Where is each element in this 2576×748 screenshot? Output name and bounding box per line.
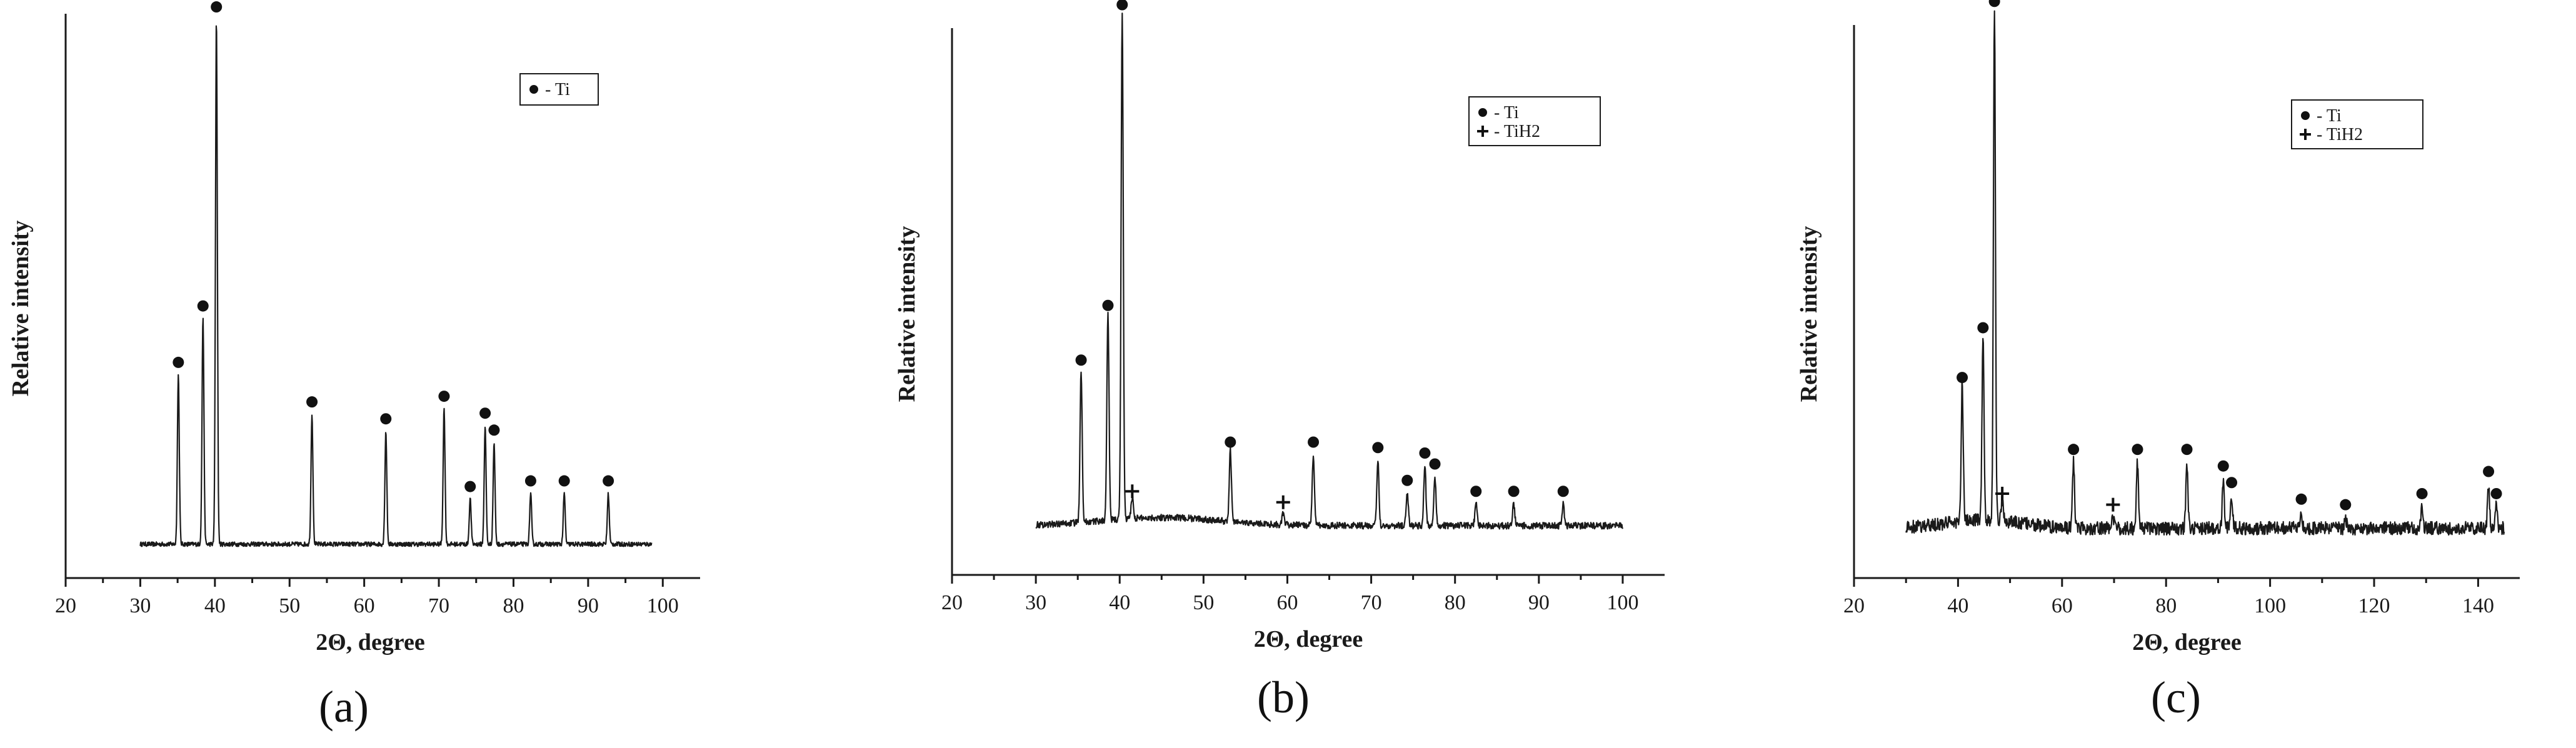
ti-peak-marker xyxy=(2416,487,2428,499)
x-tick-label: 70 xyxy=(428,594,449,617)
ti-peak-marker xyxy=(2217,460,2229,472)
ti-peak-marker xyxy=(2490,487,2502,499)
x-tick-label: 30 xyxy=(1025,591,1046,614)
y-axis-title: Relative intensity xyxy=(8,221,34,397)
x-tick-label: 30 xyxy=(129,594,151,617)
legend: - Ti xyxy=(519,73,599,106)
x-tick-label: 60 xyxy=(1276,591,1298,614)
chart-a-layer: 20 30 40 50 60 70 80 90 100 2Θ, degree Relative in… xyxy=(8,1,700,656)
ti-peak-marker xyxy=(1508,486,1520,497)
x-tick-label: 40 xyxy=(1947,594,1968,617)
panel-label-a: (a) xyxy=(319,682,369,732)
series-trace xyxy=(1035,12,1623,530)
legend-label: - Ti xyxy=(545,80,570,99)
legend-label: - TiH2 xyxy=(2317,125,2363,144)
x-tick-label: 100 xyxy=(647,594,679,617)
legend-ti-symbol xyxy=(2301,111,2310,120)
ti-peak-marker xyxy=(1470,486,1482,497)
series-trace xyxy=(1905,10,2505,536)
x-axis-title: 2Θ, degree xyxy=(2132,629,2241,656)
x-tick-label: 120 xyxy=(2358,594,2390,617)
x-axis-title: 2Θ, degree xyxy=(1254,626,1363,652)
ti-peak-marker xyxy=(306,396,318,408)
legend-box xyxy=(1468,96,1601,146)
ti-peak-marker xyxy=(1977,322,1989,334)
x-tick-label: 70 xyxy=(1361,591,1382,614)
x-tick-label: 20 xyxy=(941,591,963,614)
legend-ti-symbol xyxy=(529,85,538,94)
x-tick-label: 100 xyxy=(1606,591,1638,614)
ti-peak-marker xyxy=(558,475,570,487)
x-tick-label: 40 xyxy=(204,594,226,617)
series-trace xyxy=(139,25,653,547)
x-tick-label: 140 xyxy=(2462,594,2494,617)
ti-peak-marker xyxy=(173,356,184,368)
x-tick-label: 90 xyxy=(578,594,599,617)
x-tick-label: 80 xyxy=(2155,594,2177,617)
ti-peak-marker xyxy=(1102,299,1114,311)
ti-peak-marker xyxy=(479,407,491,419)
x-tick-label: 80 xyxy=(1445,591,1466,614)
ti-peak-marker xyxy=(1116,0,1128,11)
ti-peak-marker xyxy=(524,475,536,487)
ti-peak-marker xyxy=(197,300,209,312)
ti-peak-marker xyxy=(1988,0,2000,7)
ti-peak-marker xyxy=(2132,444,2143,456)
legend: - Ti- TiH2 xyxy=(2291,99,2423,149)
ti-peak-marker xyxy=(2483,466,2495,477)
ti-peak-marker xyxy=(1308,436,1320,448)
legend: - Ti- TiH2 xyxy=(1468,96,1601,146)
legend-label: - Ti xyxy=(1494,103,1519,122)
legend-label: - Ti xyxy=(2317,106,2342,126)
x-tick-label: 80 xyxy=(503,594,524,617)
ti-peak-marker xyxy=(2068,444,2080,456)
x-tick-label: 20 xyxy=(55,594,76,617)
ti-peak-marker xyxy=(1557,486,1569,497)
y-axis-title: Relative intensity xyxy=(1796,226,1822,402)
ti-peak-marker xyxy=(603,475,614,487)
chart-c-plot: 20 40 60 80 100 120 140 2Θ, degree Relative inte… xyxy=(1796,0,2520,656)
ti-peak-marker xyxy=(464,481,476,492)
x-tick-label: 50 xyxy=(1193,591,1214,614)
ti-peak-marker xyxy=(2340,499,2352,511)
x-tick-label: 100 xyxy=(2254,594,2286,617)
chart-c-layer: 20 40 60 80 100 120 140 2Θ, degree Relative inte… xyxy=(1796,0,2520,656)
ti-peak-marker xyxy=(1419,447,1431,459)
x-axis-title: 2Θ, degree xyxy=(316,629,424,656)
x-tick-label: 90 xyxy=(1528,591,1550,614)
ti-peak-marker xyxy=(438,391,450,402)
panel-label-b: (b) xyxy=(1257,672,1310,722)
ti-peak-marker xyxy=(1075,354,1087,366)
ti-peak-marker xyxy=(2181,444,2193,456)
y-axis-title: Relative intensity xyxy=(894,226,920,402)
chart-panel-c: 20 40 60 80 100 120 140 2Θ, degree Relative inte… xyxy=(1716,0,2576,748)
x-tick-label: 20 xyxy=(1843,594,1865,617)
x-tick-label: 60 xyxy=(2052,594,2073,617)
ti-peak-marker xyxy=(2226,477,2238,489)
chart-b-layer: 20 30 40 50 60 70 80 90 100 2Θ, degree Relative in… xyxy=(894,0,1665,652)
chart-panel-b: 20 30 40 50 60 70 80 90 100 2Θ, degree Relative in… xyxy=(858,0,1716,748)
chart-a-plot: 20 30 40 50 60 70 80 90 100 2Θ, degree Relative in… xyxy=(8,1,700,656)
legend-ti-symbol xyxy=(1478,108,1487,117)
legend-box xyxy=(2291,99,2423,149)
panel-label-c: (c) xyxy=(2151,672,2201,722)
x-tick-label: 60 xyxy=(354,594,375,617)
ti-peak-marker xyxy=(2295,493,2307,505)
ti-peak-marker xyxy=(488,424,500,436)
ti-peak-marker xyxy=(380,413,392,425)
x-tick-label: 40 xyxy=(1109,591,1130,614)
ti-peak-marker xyxy=(1957,372,1968,384)
ti-peak-marker xyxy=(1372,442,1384,454)
ti-peak-marker xyxy=(1401,474,1413,486)
x-tick-label: 50 xyxy=(279,594,300,617)
ti-peak-marker xyxy=(211,1,223,13)
ti-peak-marker xyxy=(1429,458,1441,470)
ti-peak-marker xyxy=(1225,436,1236,448)
chart-b-plot: 20 30 40 50 60 70 80 90 100 2Θ, degree Relative in… xyxy=(894,0,1665,652)
legend-label: - TiH2 xyxy=(1494,122,1540,141)
chart-panel-a: 20 30 40 50 60 70 80 90 100 2Θ, degree Relative in… xyxy=(0,0,858,748)
